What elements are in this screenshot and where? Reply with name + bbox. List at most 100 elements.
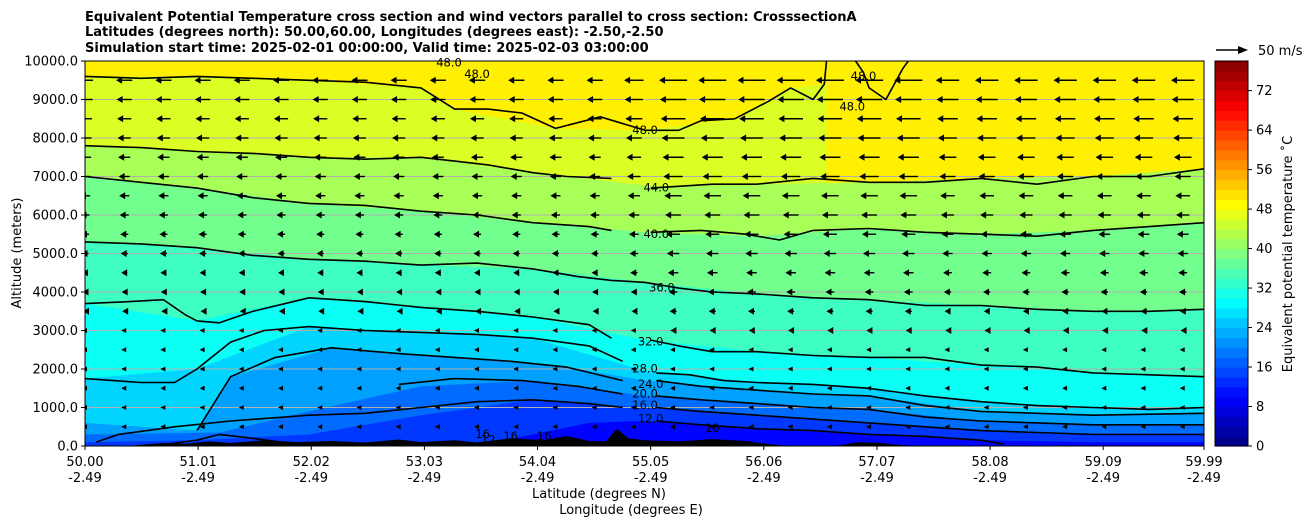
contour-line-16 <box>95 399 623 443</box>
wind-arrow-icon <box>238 269 245 277</box>
x-tick-label-longitude: -2.49 <box>634 471 668 486</box>
wind-arrow-icon <box>395 424 401 430</box>
wind-arrow-icon <box>700 134 724 142</box>
colorbar-segment <box>1215 149 1248 161</box>
wind-arrow-icon <box>629 250 639 257</box>
wind-arrow-icon <box>819 153 841 161</box>
wind-arrow-icon <box>313 115 328 123</box>
wind-arrow-icon <box>471 192 483 200</box>
wind-arrow-icon <box>1179 424 1185 430</box>
wind-arrow-icon <box>396 307 403 315</box>
wind-arrow-icon <box>354 192 365 200</box>
wind-arrow-icon <box>666 230 681 238</box>
wind-arrow-icon <box>591 269 598 277</box>
wind-arrow-icon <box>277 269 285 277</box>
wind-arrow-icon <box>158 211 168 219</box>
wind-arrow-icon <box>983 424 989 430</box>
wind-arrow-icon <box>1097 211 1111 219</box>
wind-arrow-icon <box>787 307 795 315</box>
wind-arrow-icon <box>940 211 955 219</box>
wind-arrow-icon <box>317 424 323 430</box>
wind-arrow-icon <box>278 405 284 410</box>
wind-arrow-icon <box>1095 153 1114 161</box>
wind-arrow-icon <box>748 385 754 391</box>
wind-arrow-icon <box>160 366 166 372</box>
colorbar-segment <box>1215 317 1248 329</box>
colorbar-tick-label: 24 <box>1256 321 1273 336</box>
wind-arrow-icon <box>589 192 600 200</box>
wind-arrow-icon <box>936 96 959 103</box>
wind-arrow-icon <box>1141 327 1148 334</box>
y-axis-ticks: 0.0 1000.0 2000.0 3000.0 4000.0 5000.0 6000.0 7… <box>24 55 85 455</box>
wind-arrow-icon <box>434 269 441 277</box>
y-tick-label: 0.0 <box>57 440 78 455</box>
contour-label: 44.0 <box>643 181 669 195</box>
wind-arrow-icon <box>474 269 481 277</box>
wind-arrow-icon <box>159 250 167 257</box>
colorbar-segment <box>1215 228 1248 240</box>
wind-arrow-icon <box>237 211 247 219</box>
y-tick-label: 6000.0 <box>33 209 79 224</box>
wind-arrow-icon <box>899 192 918 200</box>
wind-arrow-icon <box>116 76 133 84</box>
wind-arrow-icon <box>121 269 128 277</box>
wind-arrow-icon <box>983 307 990 315</box>
wind-arrow-icon <box>866 424 872 430</box>
wind-arrow-icon <box>659 96 687 103</box>
wind-arrow-icon <box>272 76 290 84</box>
wind-arrow-icon <box>698 76 727 84</box>
wind-arrow-icon <box>1014 96 1037 103</box>
x-tick-label-latitude: 57.07 <box>858 455 895 470</box>
wind-arrow-icon <box>352 134 367 142</box>
wind-arrow-icon <box>941 230 954 238</box>
contour-label: 16 <box>537 429 552 443</box>
wind-arrow-icon <box>278 328 284 333</box>
wind-arrow-icon <box>709 366 715 372</box>
wind-arrow-icon <box>659 76 688 84</box>
wind-arrow-icon <box>902 250 915 257</box>
wind-arrow-icon <box>430 115 445 123</box>
wind-arrow-icon <box>1174 173 1191 180</box>
wind-arrow-icon <box>777 96 804 103</box>
wind-arrow-icon <box>778 115 803 123</box>
colorbar-segment <box>1215 218 1248 230</box>
wind-arrow-icon <box>820 173 840 180</box>
wind-arrow-icon <box>1059 230 1071 238</box>
wind-arrow-icon <box>392 134 406 142</box>
wind-arrow-icon <box>864 288 874 296</box>
colorbar-segment <box>1215 90 1248 102</box>
wind-arrow-icon <box>826 405 832 410</box>
wind-arrow-icon <box>351 76 368 84</box>
wind-arrow-icon <box>394 230 403 238</box>
wind-arrow-icon <box>625 134 642 142</box>
wind-arrow-icon <box>1094 115 1115 123</box>
wind-arrow-icon <box>197 173 209 180</box>
wind-arrow-icon <box>707 269 718 277</box>
wind-arrow-icon <box>781 192 800 200</box>
wind-arrow-icon <box>626 153 642 161</box>
contour-line-28 <box>85 325 624 384</box>
wind-arrow-icon <box>199 328 205 333</box>
wind-arrow-icon <box>511 211 521 219</box>
wind-arrow-icon <box>905 366 911 372</box>
wind-arrow-icon <box>356 328 362 333</box>
wind-arrow-icon <box>552 328 558 333</box>
wind-arrow-icon <box>199 250 207 257</box>
wind-arrow-icon <box>591 385 597 391</box>
wind-arrow-icon <box>155 76 172 84</box>
colorbar-segment <box>1215 61 1248 72</box>
wind-arrow-icon <box>709 424 715 430</box>
wind-arrow-icon <box>196 153 209 161</box>
wind-arrow-icon <box>160 288 167 296</box>
wind-arrow-icon <box>944 405 950 410</box>
wind-arrow-icon <box>314 173 326 180</box>
wind-arrow-icon <box>468 76 486 84</box>
wind-arrow-icon <box>317 288 324 296</box>
wind-arrow-icon <box>1096 192 1112 200</box>
wind-arrow-icon <box>905 385 911 391</box>
wind-arrow-icon <box>552 424 558 430</box>
wind-arrow-icon <box>509 134 523 142</box>
y-tick-label: 5000.0 <box>33 247 79 262</box>
wind-arrow-icon <box>865 307 873 315</box>
colorbar-segment <box>1215 367 1248 378</box>
